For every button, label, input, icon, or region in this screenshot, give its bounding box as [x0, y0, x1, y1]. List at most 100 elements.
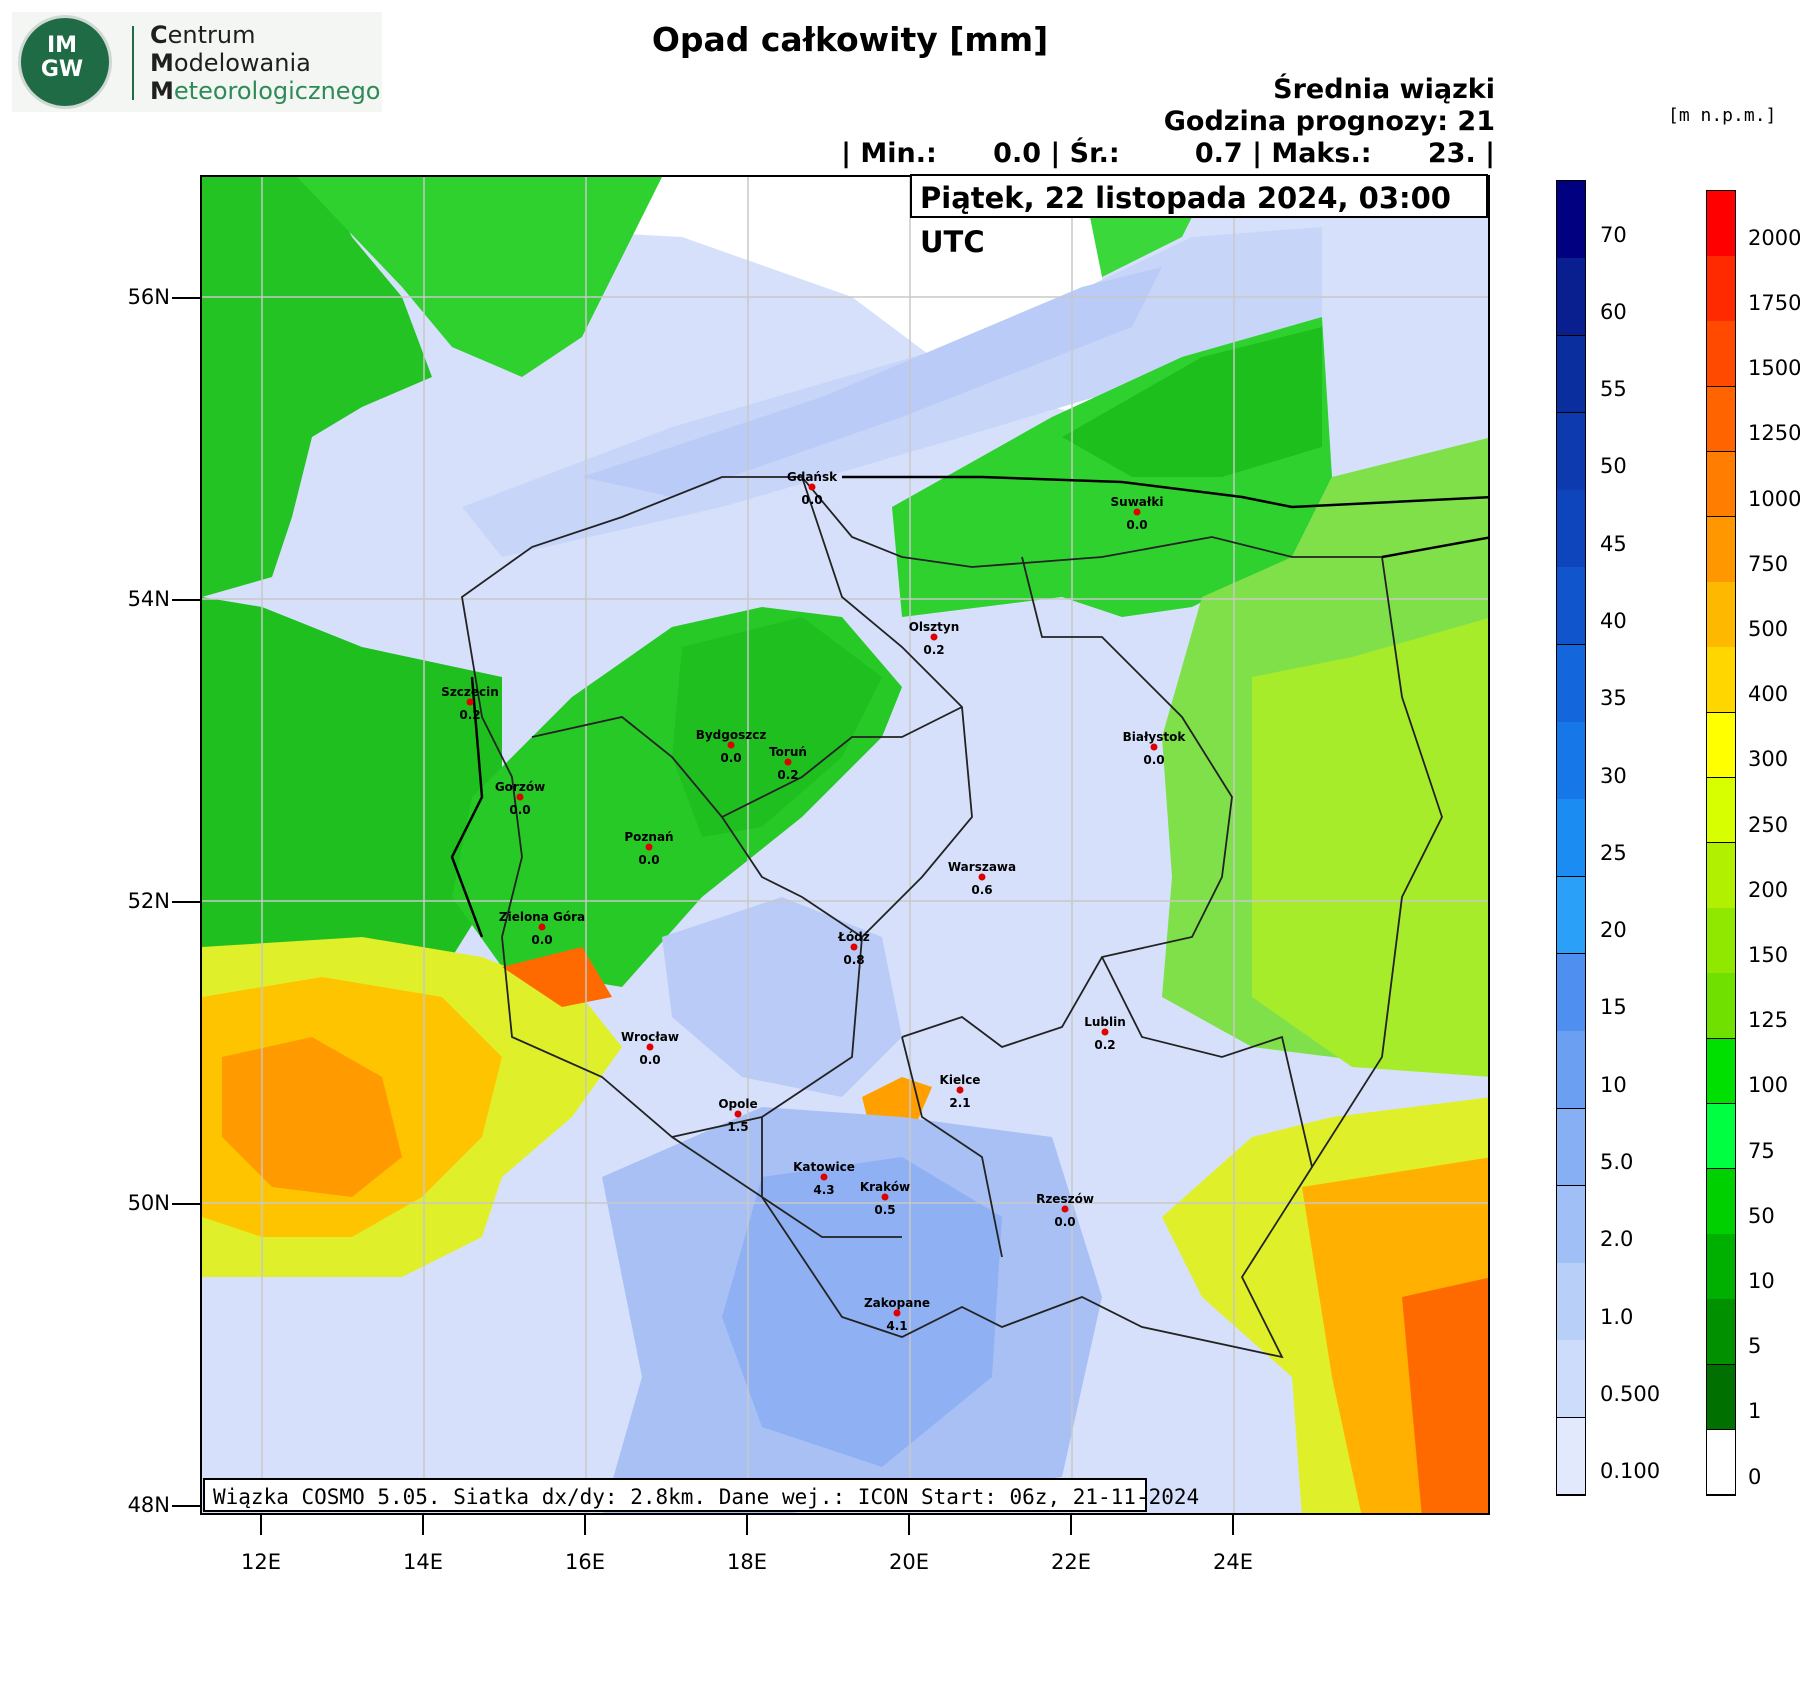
precip-scale-swatch	[1557, 335, 1585, 414]
lat-label-48n: 48N	[127, 1493, 170, 1517]
rain-area-silesia	[662, 897, 902, 1097]
elevation-scale-label: 10	[1748, 1269, 1775, 1294]
city-precip-value: 0.0	[1126, 518, 1147, 532]
city-dot	[645, 843, 653, 851]
elevation-scale-swatch	[1707, 517, 1735, 583]
city-name: Warszawa	[948, 860, 1016, 874]
city-dot	[1150, 743, 1158, 751]
city-name: Gdańsk	[787, 470, 838, 484]
city-dot	[820, 1173, 828, 1181]
city-marker: Olsztyn 0.2	[909, 620, 960, 657]
international-borders	[450, 475, 1488, 938]
city-name: Olsztyn	[909, 620, 960, 634]
precip-scale-swatch	[1557, 1108, 1585, 1187]
czech-highlands-peak	[222, 1037, 402, 1197]
elevation-scale-label: 250	[1748, 812, 1789, 837]
city-name: Katowice	[793, 1160, 855, 1174]
elevation-scale-swatch	[1707, 1364, 1735, 1431]
lon-label-16e: 16E	[565, 1550, 605, 1574]
city-name: Wrocław	[621, 1030, 679, 1044]
border-kaliningrad	[842, 475, 1488, 509]
elevation-scale-label: 2000	[1748, 225, 1800, 250]
lat-tick-50n	[172, 1203, 200, 1205]
lon-tick-16e	[584, 1515, 586, 1535]
rain-band-baltic-core	[582, 267, 1162, 497]
elevation-scale-swatch	[1707, 451, 1735, 518]
border-germany	[450, 676, 484, 938]
denmark-land	[202, 177, 432, 597]
city-precip-value: 4.3	[813, 1183, 834, 1197]
city-precip-value: 0.0	[1054, 1215, 1075, 1229]
city-marker: Kraków 0.5	[860, 1180, 910, 1217]
border-kujawy	[721, 706, 963, 818]
city-marker: Warszawa 0.6	[948, 860, 1016, 897]
city-marker: Katowice 4.3	[793, 1160, 855, 1197]
city-name: Łódź	[837, 930, 870, 944]
precip-scale-swatch	[1557, 799, 1585, 878]
precip-scale-label: 0.100	[1600, 1459, 1661, 1484]
precip-scale-swatch	[1557, 1263, 1585, 1341]
precip-scale-label: 5.0	[1600, 1150, 1634, 1175]
city-precip-value: 0.0	[720, 751, 741, 765]
city-dot	[466, 698, 474, 706]
city-dot	[881, 1193, 889, 1201]
city-name: Kielce	[940, 1073, 981, 1087]
elevation-scale-label: 200	[1748, 877, 1789, 902]
city-marker: Rzeszów 0.0	[1036, 1192, 1094, 1229]
elevation-colorbar-labels: 2000 1750 1500 1250 1000 750 500 400 300 250 200 15…	[1748, 190, 1800, 1496]
elevation-scale-swatch	[1707, 843, 1735, 909]
city-name: Toruń	[769, 745, 807, 759]
city-name: Opole	[718, 1097, 757, 1111]
elevation-scale-swatch	[1707, 191, 1735, 257]
city-marker: Zielona Góra 0.0	[499, 910, 585, 947]
border-silesia	[761, 1117, 902, 1238]
elevation-scale-label: 150	[1748, 943, 1789, 968]
lon-tick-24e	[1232, 1515, 1234, 1535]
city-marker: Toruń 0.2	[769, 745, 807, 782]
elevation-scale-swatch	[1707, 1103, 1735, 1170]
city-dot	[538, 923, 546, 931]
elevation-scale-swatch	[1707, 1234, 1735, 1300]
elevation-scale-label: 100	[1748, 1073, 1789, 1098]
city-dot	[893, 1309, 901, 1317]
precip-scale-swatch	[1557, 644, 1585, 723]
precip-scale-swatch	[1557, 1417, 1585, 1496]
border-east-central	[901, 556, 1233, 1049]
elevation-scale-swatch	[1707, 321, 1735, 388]
city-precip-value: 0.0	[801, 493, 822, 507]
precip-scale-swatch	[1557, 490, 1585, 568]
city-precip-value: 0.2	[1094, 1038, 1115, 1052]
elevation-scale-swatch	[1707, 908, 1735, 974]
precip-scale-label: 10	[1600, 1072, 1627, 1097]
imgw-emblem-text: IM GW	[32, 34, 92, 82]
elevation-scale-label: 5	[1748, 1334, 1762, 1359]
elevation-scale-label: 1000	[1748, 486, 1800, 511]
precip-scale-swatch	[1557, 1031, 1585, 1110]
city-marker: Bydgoszcz 0.0	[696, 728, 767, 765]
elevation-scale-label: 75	[1748, 1138, 1775, 1163]
city-markers: Gdańsk 0.0 Suwałki 0.0 Olsztyn 0.2 Szczecin 0.2…	[441, 470, 1186, 1333]
city-precip-value: 1.5	[727, 1120, 748, 1134]
map-canvas: Gdańsk 0.0 Suwałki 0.0 Olsztyn 0.2 Szczecin 0.2…	[202, 177, 1488, 1513]
city-dot	[1133, 508, 1141, 516]
city-marker: Poznań 0.0	[624, 830, 673, 867]
city-marker: Białystok 0.0	[1123, 730, 1187, 767]
precip-scale-label: 70	[1600, 222, 1627, 247]
graticule	[202, 177, 1488, 1513]
precipitation-map: Gdańsk 0.0 Suwałki 0.0 Olsztyn 0.2 Szczecin 0.2…	[200, 175, 1490, 1515]
precip-scale-label: 25	[1600, 840, 1627, 865]
green-belt-west-core	[672, 617, 882, 837]
precip-scale-swatch	[1557, 953, 1585, 1032]
lon-label-20e: 20E	[889, 1550, 929, 1574]
precip-scale-swatch	[1557, 181, 1585, 259]
city-marker: Gdańsk 0.0	[787, 470, 838, 507]
germany-land	[202, 597, 502, 1027]
precip-scale-label: 55	[1600, 377, 1627, 402]
precip-scale-swatch	[1557, 1340, 1585, 1419]
lon-label-12e: 12E	[241, 1550, 281, 1574]
lon-label-18e: 18E	[727, 1550, 767, 1574]
city-marker: Gorzów 0.0	[495, 780, 545, 817]
elevation-scale-label: 400	[1748, 682, 1789, 707]
city-marker: Kielce 2.1	[940, 1073, 981, 1110]
elevation-scale-label: 300	[1748, 747, 1789, 772]
